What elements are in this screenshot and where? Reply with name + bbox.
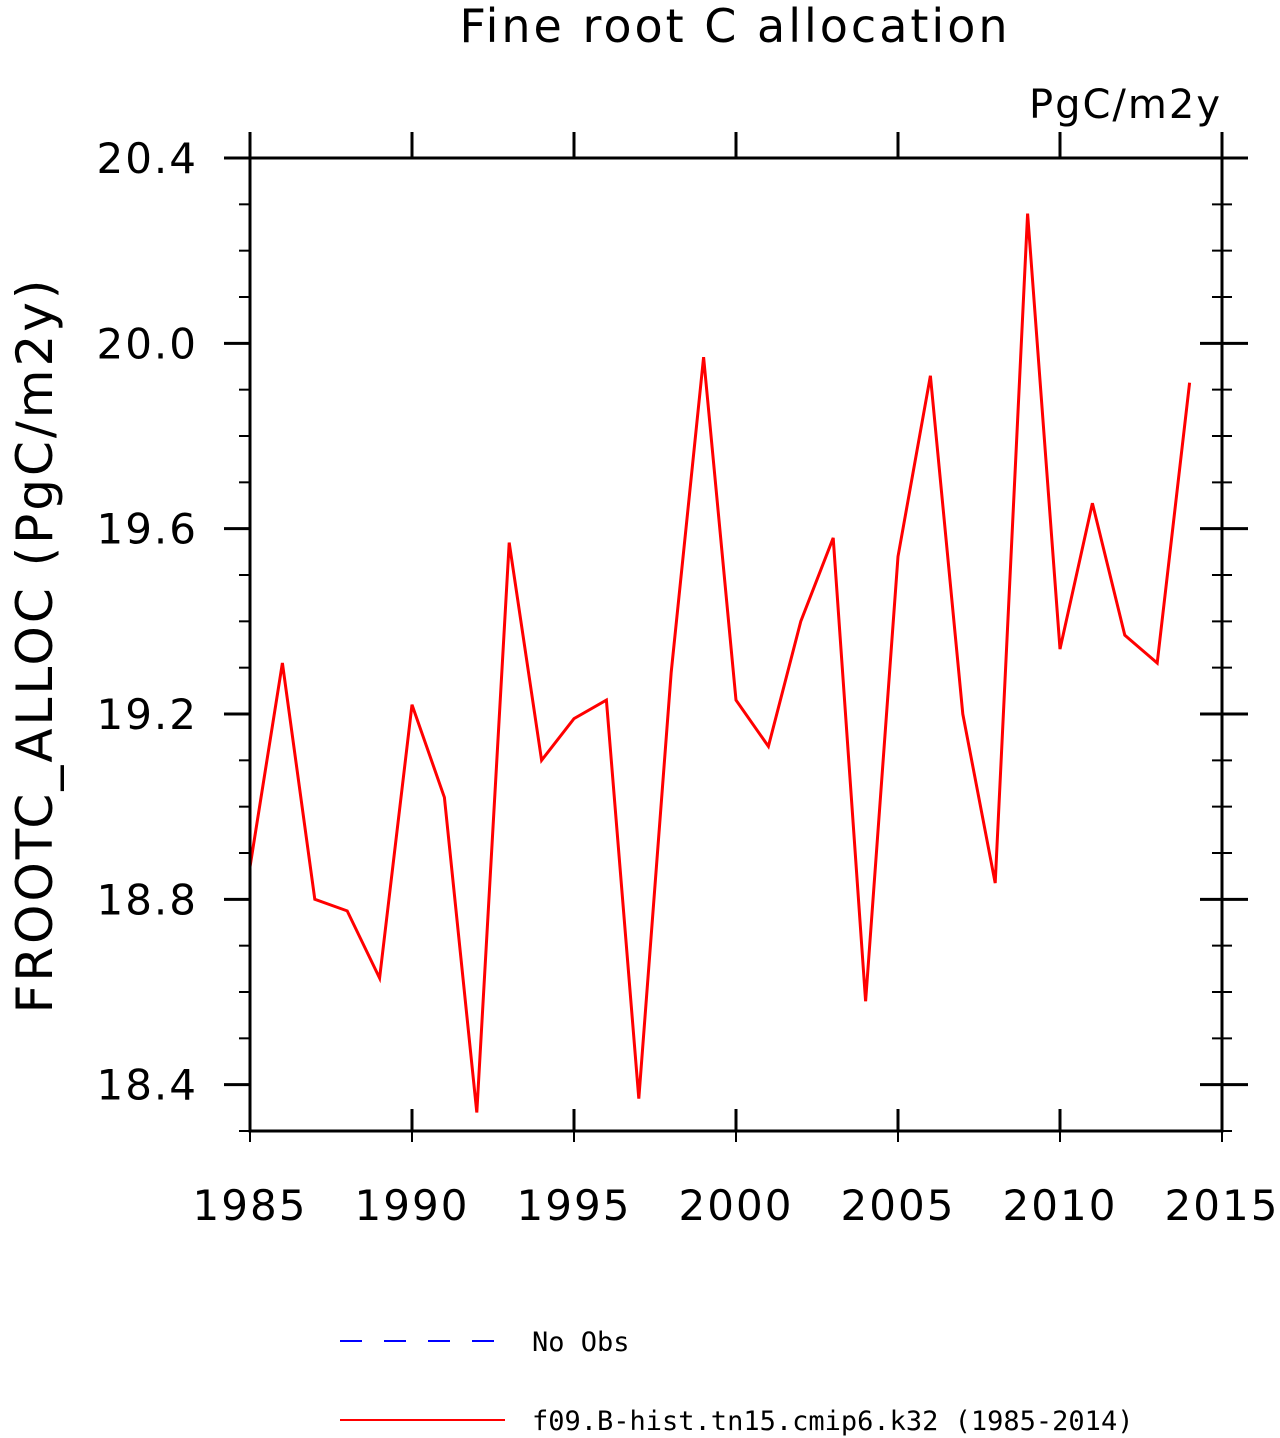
legend: No Obs f09.B-hist.tn15.cmip6.k32 (1985-2… [340,1327,1133,1437]
y-tick-label: 20.0 [96,319,198,368]
x-tick-label: 2010 [1003,1181,1118,1230]
axis-ticks [224,132,1248,1142]
y-tick-label: 19.6 [96,505,198,554]
series-line [248,213,1192,1113]
legend-no-obs-label: No Obs [532,1327,630,1358]
x-tick-label: 2005 [841,1181,956,1230]
y-tick-label: 18.4 [96,1061,198,1110]
units-label: PgC/m2y [1029,82,1222,128]
y-tick-label: 19.2 [96,690,198,739]
chart-title: Fine root C allocation [459,0,1010,53]
x-tick-label: 2015 [1165,1181,1280,1230]
x-tick-label: 1990 [355,1181,470,1230]
y-tick-label: 18.8 [96,875,198,924]
y-tick-label: 20.4 [96,134,198,183]
x-tick-label: 1985 [193,1181,308,1230]
y-axis-label: FROOTC_ALLOC (PgC/m2y) [6,277,64,1014]
axis-tick-labels: 1985 1990 1995 2000 2005 2010 2015 18.4 18.8 19.2… [96,134,1280,1230]
plot-frame [248,156,1224,1133]
x-tick-label: 1995 [517,1181,632,1230]
x-tick-label: 2000 [679,1181,794,1230]
series-layer [248,213,1192,1113]
legend-model-label: f09.B-hist.tn15.cmip6.k32 (1985-2014) [532,1406,1133,1437]
